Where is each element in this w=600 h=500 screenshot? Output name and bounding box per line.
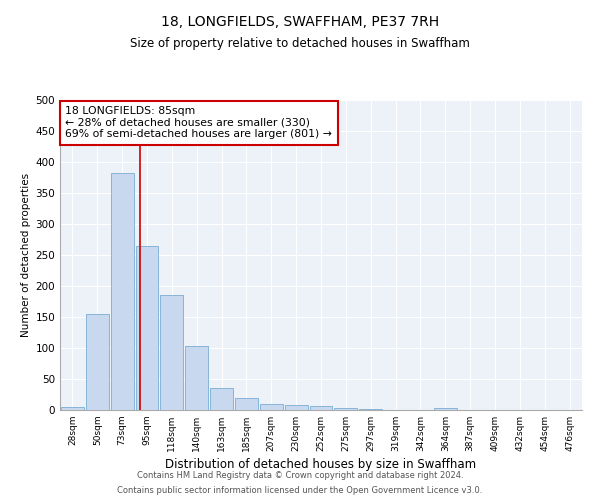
Bar xyxy=(111,172,134,410)
Text: Size of property relative to detached houses in Swaffham: Size of property relative to detached ho… xyxy=(130,38,470,51)
Bar xyxy=(235,398,258,410)
Bar xyxy=(434,408,457,410)
Bar xyxy=(86,314,109,410)
Text: Contains public sector information licensed under the Open Government Licence v3: Contains public sector information licen… xyxy=(118,486,482,495)
Bar xyxy=(260,404,283,410)
Bar xyxy=(310,406,332,410)
Text: Contains HM Land Registry data © Crown copyright and database right 2024.: Contains HM Land Registry data © Crown c… xyxy=(137,471,463,480)
Bar xyxy=(160,296,183,410)
Bar xyxy=(334,408,357,410)
Bar xyxy=(136,246,158,410)
Bar xyxy=(359,409,382,410)
X-axis label: Distribution of detached houses by size in Swaffham: Distribution of detached houses by size … xyxy=(166,458,476,471)
Bar xyxy=(61,407,84,410)
Text: 18, LONGFIELDS, SWAFFHAM, PE37 7RH: 18, LONGFIELDS, SWAFFHAM, PE37 7RH xyxy=(161,15,439,29)
Bar xyxy=(285,405,308,410)
Y-axis label: Number of detached properties: Number of detached properties xyxy=(21,173,31,337)
Bar xyxy=(210,388,233,410)
Text: 18 LONGFIELDS: 85sqm
← 28% of detached houses are smaller (330)
69% of semi-deta: 18 LONGFIELDS: 85sqm ← 28% of detached h… xyxy=(65,106,332,140)
Bar xyxy=(185,346,208,410)
